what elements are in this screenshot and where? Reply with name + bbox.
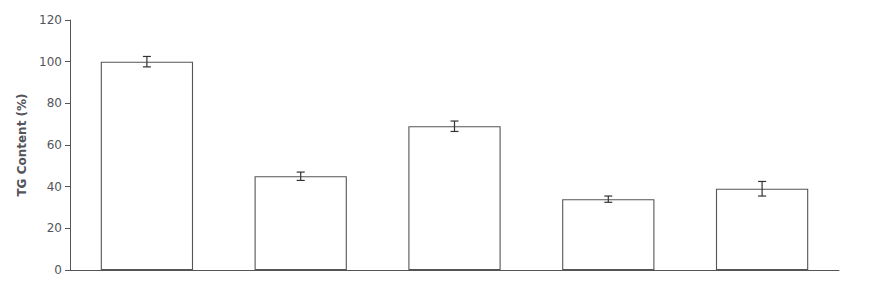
svg-text:0: 0 [54, 263, 62, 277]
svg-text:TG Content (%): TG Content (%) [15, 93, 29, 196]
svg-text:80: 80 [47, 96, 62, 110]
svg-text:20: 20 [47, 221, 62, 235]
svg-text:60: 60 [47, 138, 62, 152]
svg-text:100: 100 [39, 55, 62, 69]
svg-text:40: 40 [47, 180, 62, 194]
svg-text:120: 120 [39, 13, 62, 27]
